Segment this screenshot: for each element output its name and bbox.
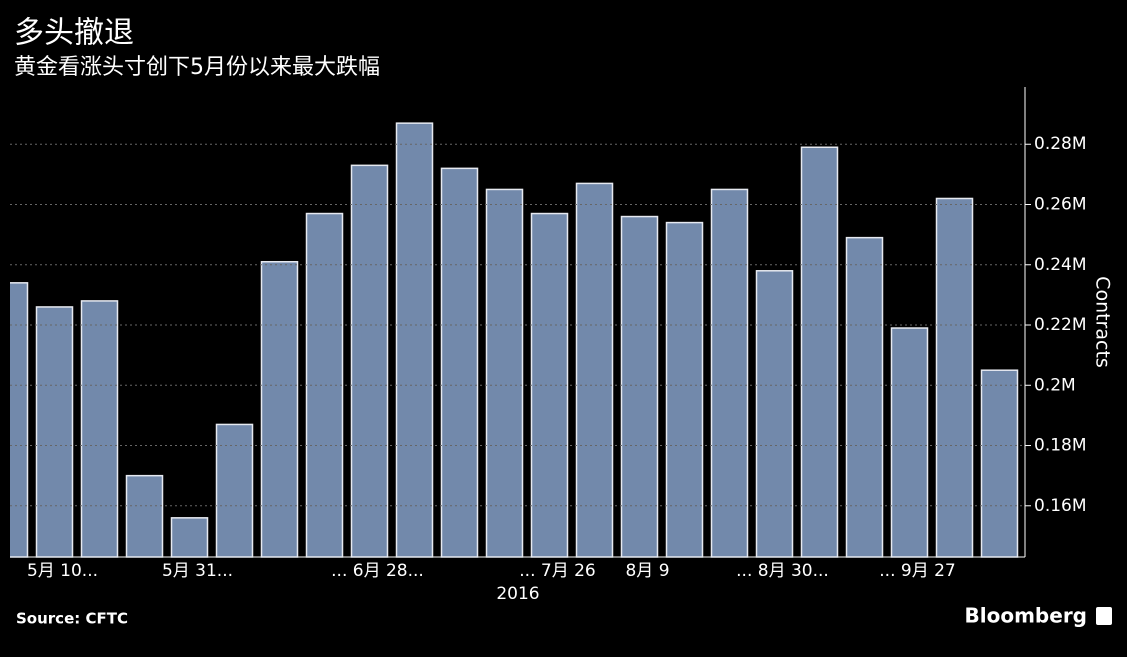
y-tick-label: 0.18M [1034,436,1087,456]
y-axis-label: Contracts [1092,276,1114,368]
bar [80,300,119,558]
bar [350,164,389,558]
x-tick-label: 5月 10... [27,561,98,581]
x-tick-label: 8月 9 [625,561,669,581]
bar [710,188,749,558]
y-tick-label: 0.28M [1034,134,1087,154]
x-tick-label: ... 8月 30... [736,561,829,581]
brand-icon [1096,607,1112,625]
bar [890,327,929,558]
bar [620,215,659,558]
bar [35,306,74,558]
bar [10,282,29,558]
bars [10,122,1019,558]
bar [440,167,479,558]
bar [935,197,974,558]
year-label: 2016 [496,584,539,604]
bar [800,146,839,558]
bar [215,423,254,558]
y-tick-label: 0.16M [1034,496,1087,516]
bar [845,236,884,558]
x-tick-label: ... 7月 26 [519,561,595,581]
brand: Bloomberg [965,604,1087,628]
y-tick-label: 0.2M [1034,375,1076,395]
source: Source: CFTC [16,610,128,628]
chart-title: 多头撤退 [14,16,134,51]
y-tick-label: 0.22M [1034,315,1087,335]
bar [575,182,614,558]
bar [170,517,209,558]
x-tick-label: 5月 31... [162,561,233,581]
x-tick-label: ... 9月 27 [879,561,955,581]
bar [260,260,299,558]
bar [665,221,704,558]
bar [125,474,164,558]
y-tick-label: 0.26M [1034,195,1087,215]
bar [395,122,434,558]
bar [755,270,794,558]
chart-subtitle: 黄金看涨头寸创下5月份以来最大跌幅 [14,55,380,80]
y-tick-label: 0.24M [1034,255,1087,275]
x-tick-label: ... 6月 28... [331,561,424,581]
bar [980,369,1019,558]
bar [485,188,524,558]
